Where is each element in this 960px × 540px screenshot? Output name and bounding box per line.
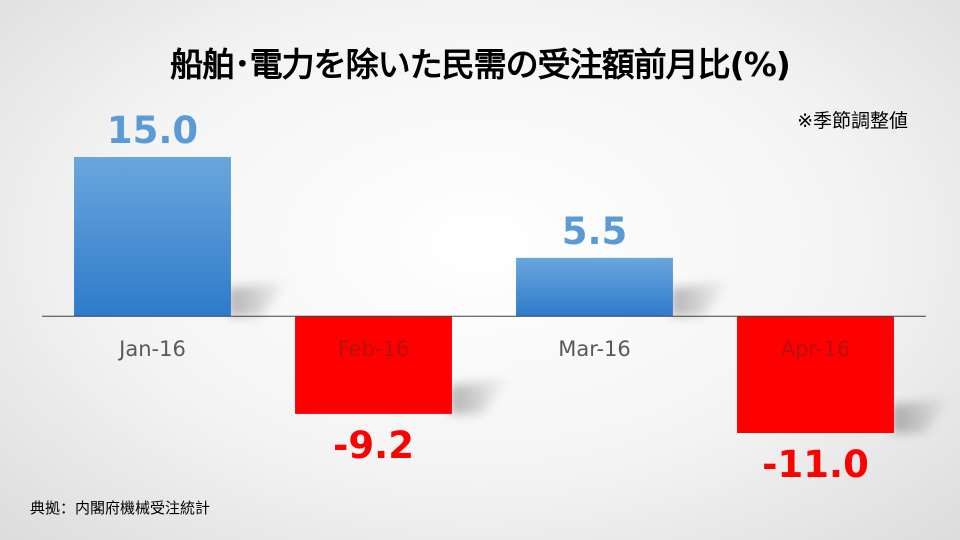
bar-shadow — [891, 397, 952, 433]
chart-title: 船舶･電力を除いた民需の受注額前月比(%) — [170, 45, 791, 84]
data-label: 5.5 — [562, 210, 628, 253]
bar-shadow — [670, 280, 731, 317]
data-label: -9.2 — [333, 424, 414, 467]
bar-shadow — [228, 280, 289, 317]
bar-mar-16 — [516, 257, 673, 317]
bar-shadow — [449, 377, 510, 414]
bar-apr-16 — [737, 316, 894, 433]
data-label: -11.0 — [762, 443, 869, 486]
source-citation: 典拠：内閣府機械受注統計 — [30, 499, 211, 517]
x-tick-label: Mar-16 — [558, 337, 631, 361]
seasonal-adjustment-note: ※季節調整値 — [797, 110, 908, 132]
data-label: 15.0 — [107, 109, 198, 152]
bar-feb-16 — [295, 316, 452, 414]
x-tick-label: Jan-16 — [117, 337, 186, 361]
x-tick-label: Feb-16 — [338, 337, 409, 361]
x-tick-label: Apr-16 — [781, 337, 850, 361]
bar-jan-16 — [74, 157, 231, 317]
